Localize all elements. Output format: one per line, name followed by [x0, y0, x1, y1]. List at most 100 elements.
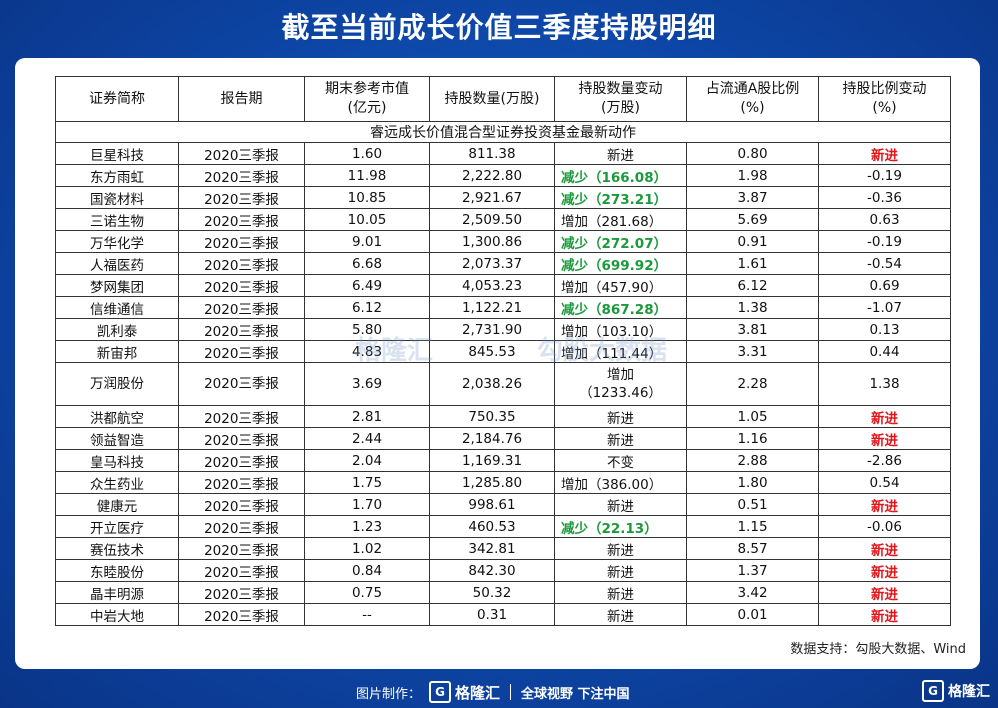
- share-count-cell: 1,169.31: [429, 449, 555, 472]
- table-row: 信维通信 2020三季报 6.12 1,122.21 减少（867.28） 1.38 -1.…: [55, 296, 951, 319]
- ratio-change-cell: 新进: [818, 581, 951, 604]
- footer: 图片制作： G 格隆汇 全球视野 下注中国 G 格隆汇: [0, 676, 998, 708]
- share-change-cell: 新进: [554, 142, 687, 165]
- report-period-cell: 2020三季报: [178, 537, 305, 560]
- float-ratio-cell: 1.16: [686, 427, 819, 450]
- ratio-change-cell: 0.63: [818, 208, 951, 231]
- made-by-label: 图片制作：: [356, 686, 422, 702]
- share-count-cell: 0.31: [429, 603, 555, 626]
- share-change-cell: 减少（699.92）: [554, 252, 687, 275]
- share-change-cell: 减少（272.07）: [554, 230, 687, 253]
- ratio-change-cell: 新进: [818, 537, 951, 560]
- share-count-cell: 342.81: [429, 537, 555, 560]
- table-row: 洪都航空 2020三季报 2.81 750.35 新进 1.05 新进: [55, 405, 951, 428]
- share-count-cell: 2,038.26: [429, 362, 555, 406]
- market-value-cell: --: [304, 603, 430, 626]
- float-ratio-cell: 1.15: [686, 515, 819, 538]
- ratio-change-cell: 0.54: [818, 471, 951, 494]
- share-change-cell: 减少（166.08）: [554, 164, 687, 187]
- ratio-change-cell: 新进: [818, 559, 951, 582]
- ratio-change-cell: -0.06: [818, 515, 951, 538]
- float-ratio-cell: 1.38: [686, 296, 819, 319]
- ratio-change-cell: -2.86: [818, 449, 951, 472]
- table-row: 开立医疗 2020三季报 1.23 460.53 减少（22.13） 1.15 -0.06: [55, 515, 951, 538]
- market-value-cell: 9.01: [304, 230, 430, 253]
- share-change-cell: 增加（103.10）: [554, 318, 687, 341]
- security-name-cell: 信维通信: [55, 296, 179, 319]
- share-count-cell: 842.30: [429, 559, 555, 582]
- table-row: 东睦股份 2020三季报 0.84 842.30 新进 1.37 新进: [55, 559, 951, 582]
- brand-slogan: 全球视野 下注中国: [521, 686, 630, 702]
- corner-logo-text: 格隆汇: [948, 684, 990, 700]
- report-period-cell: 2020三季报: [178, 318, 305, 341]
- brand-name: 格隆汇: [455, 683, 501, 702]
- share-count-cell: 50.32: [429, 581, 555, 604]
- column-header: 报告期: [178, 76, 305, 122]
- security-name-cell: 梦网集团: [55, 274, 179, 297]
- share-change-cell: 减少（273.21）: [554, 186, 687, 209]
- report-period-cell: 2020三季报: [178, 471, 305, 494]
- share-count-cell: 1,300.86: [429, 230, 555, 253]
- security-name-cell: 开立医疗: [55, 515, 179, 538]
- security-name-cell: 巨星科技: [55, 142, 179, 165]
- share-change-cell: 新进: [554, 559, 687, 582]
- column-header: 持股数量(万股): [429, 76, 555, 122]
- share-count-cell: 750.35: [429, 405, 555, 428]
- share-change-cell: 增加（386.00）: [554, 471, 687, 494]
- ratio-change-cell: 新进: [818, 603, 951, 626]
- security-name-cell: 人福医药: [55, 252, 179, 275]
- table-row: 中岩大地 2020三季报 -- 0.31 新进 0.01 新进: [55, 603, 951, 626]
- market-value-cell: 1.75: [304, 471, 430, 494]
- security-name-cell: 新宙邦: [55, 340, 179, 363]
- report-period-cell: 2020三季报: [178, 581, 305, 604]
- column-header: 期末参考市值 (亿元): [304, 76, 430, 122]
- security-name-cell: 皇马科技: [55, 449, 179, 472]
- table-row: 赛伍技术 2020三季报 1.02 342.81 新进 8.57 新进: [55, 537, 951, 560]
- report-period-cell: 2020三季报: [178, 186, 305, 209]
- share-change-cell: 增加（281.68）: [554, 208, 687, 231]
- share-count-cell: 1,285.80: [429, 471, 555, 494]
- float-ratio-cell: 8.57: [686, 537, 819, 560]
- table-header-row: 证券简称 报告期 期末参考市值 (亿元) 持股数量(万股) 持股数量变动 (万股) 占流通A股…: [55, 76, 951, 122]
- report-period-cell: 2020三季报: [178, 252, 305, 275]
- column-header: 持股比例变动 (%): [818, 76, 951, 122]
- float-ratio-cell: 0.51: [686, 493, 819, 516]
- market-value-cell: 10.85: [304, 186, 430, 209]
- market-value-cell: 6.68: [304, 252, 430, 275]
- column-header: 持股数量变动 (万股): [554, 76, 687, 122]
- share-count-cell: 811.38: [429, 142, 555, 165]
- float-ratio-cell: 1.80: [686, 471, 819, 494]
- table-row: 皇马科技 2020三季报 2.04 1,169.31 不变 2.88 -2.86: [55, 449, 951, 472]
- share-change-cell: 新进: [554, 537, 687, 560]
- report-period-cell: 2020三季报: [178, 340, 305, 363]
- footer-brand: 图片制作： G 格隆汇 全球视野 下注中国: [356, 680, 630, 704]
- table-caption: 睿远成长价值混合型证券投资基金最新动作: [55, 121, 951, 143]
- market-value-cell: 0.75: [304, 581, 430, 604]
- share-count-cell: 4,053.23: [429, 274, 555, 297]
- security-name-cell: 领益智造: [55, 427, 179, 450]
- report-period-cell: 2020三季报: [178, 208, 305, 231]
- footer-divider: [510, 684, 512, 700]
- ratio-change-cell: -0.19: [818, 230, 951, 253]
- table-body: 巨星科技 2020三季报 1.60 811.38 新进 0.80 新进 东方雨虹 2020三季报…: [55, 142, 951, 626]
- share-count-cell: 2,731.90: [429, 318, 555, 341]
- page-title: 截至当前成长价值三季度持股明细: [281, 11, 717, 44]
- market-value-cell: 3.69: [304, 362, 430, 406]
- report-period-cell: 2020三季报: [178, 603, 305, 626]
- market-value-cell: 10.05: [304, 208, 430, 231]
- ratio-change-cell: 0.13: [818, 318, 951, 341]
- security-name-cell: 中岩大地: [55, 603, 179, 626]
- ratio-change-cell: -0.54: [818, 252, 951, 275]
- table-row: 健康元 2020三季报 1.70 998.61 新进 0.51 新进: [55, 493, 951, 516]
- share-change-cell: 新进: [554, 405, 687, 428]
- footer-right-logo: G 格隆汇: [914, 680, 990, 702]
- table-row: 东方雨虹 2020三季报 11.98 2,222.80 减少（166.08） 1.98 -0…: [55, 164, 951, 187]
- ratio-change-cell: 新进: [818, 405, 951, 428]
- market-value-cell: 1.23: [304, 515, 430, 538]
- ratio-change-cell: -0.36: [818, 186, 951, 209]
- market-value-cell: 6.49: [304, 274, 430, 297]
- security-name-cell: 洪都航空: [55, 405, 179, 428]
- share-count-cell: 1,122.21: [429, 296, 555, 319]
- ratio-change-cell: 新进: [818, 427, 951, 450]
- float-ratio-cell: 2.28: [686, 362, 819, 406]
